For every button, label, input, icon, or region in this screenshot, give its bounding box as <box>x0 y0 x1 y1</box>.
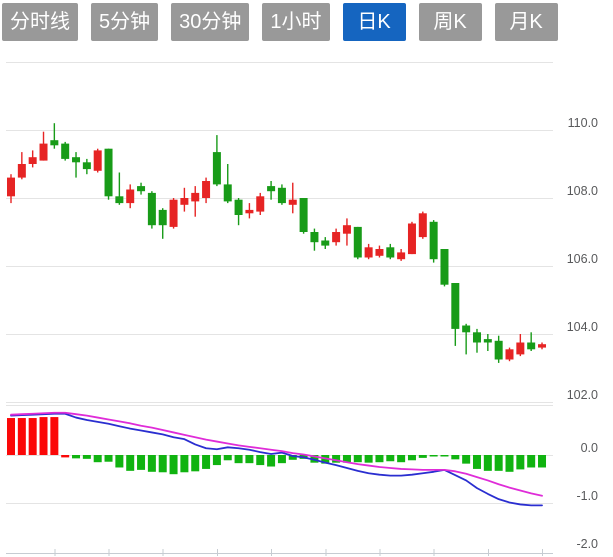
tab-minute-line[interactable]: 分时线 <box>2 3 78 41</box>
tab-weekly-k[interactable]: 周K <box>418 3 482 41</box>
svg-text:-2.0: -2.0 <box>576 537 598 551</box>
tab-1hour[interactable]: 1小时 <box>262 3 330 41</box>
tab-daily-k[interactable]: 日K <box>342 3 406 41</box>
svg-text:102.0: 102.0 <box>567 388 598 402</box>
svg-text:110.0: 110.0 <box>568 116 598 130</box>
svg-text:106.0: 106.0 <box>567 252 598 266</box>
svg-text:108.0: 108.0 <box>567 184 598 198</box>
svg-text:104.0: 104.0 <box>567 320 598 334</box>
tab-5min[interactable]: 5分钟 <box>91 3 159 41</box>
svg-text:-1.0: -1.0 <box>576 489 598 503</box>
tab-30min[interactable]: 30分钟 <box>171 3 250 41</box>
svg-text:0.0: 0.0 <box>581 441 598 455</box>
period-tabbar: 分时线 5分钟 30分钟 1小时 日K 周K 月K <box>2 3 571 41</box>
tab-monthly-k[interactable]: 月K <box>494 3 558 41</box>
